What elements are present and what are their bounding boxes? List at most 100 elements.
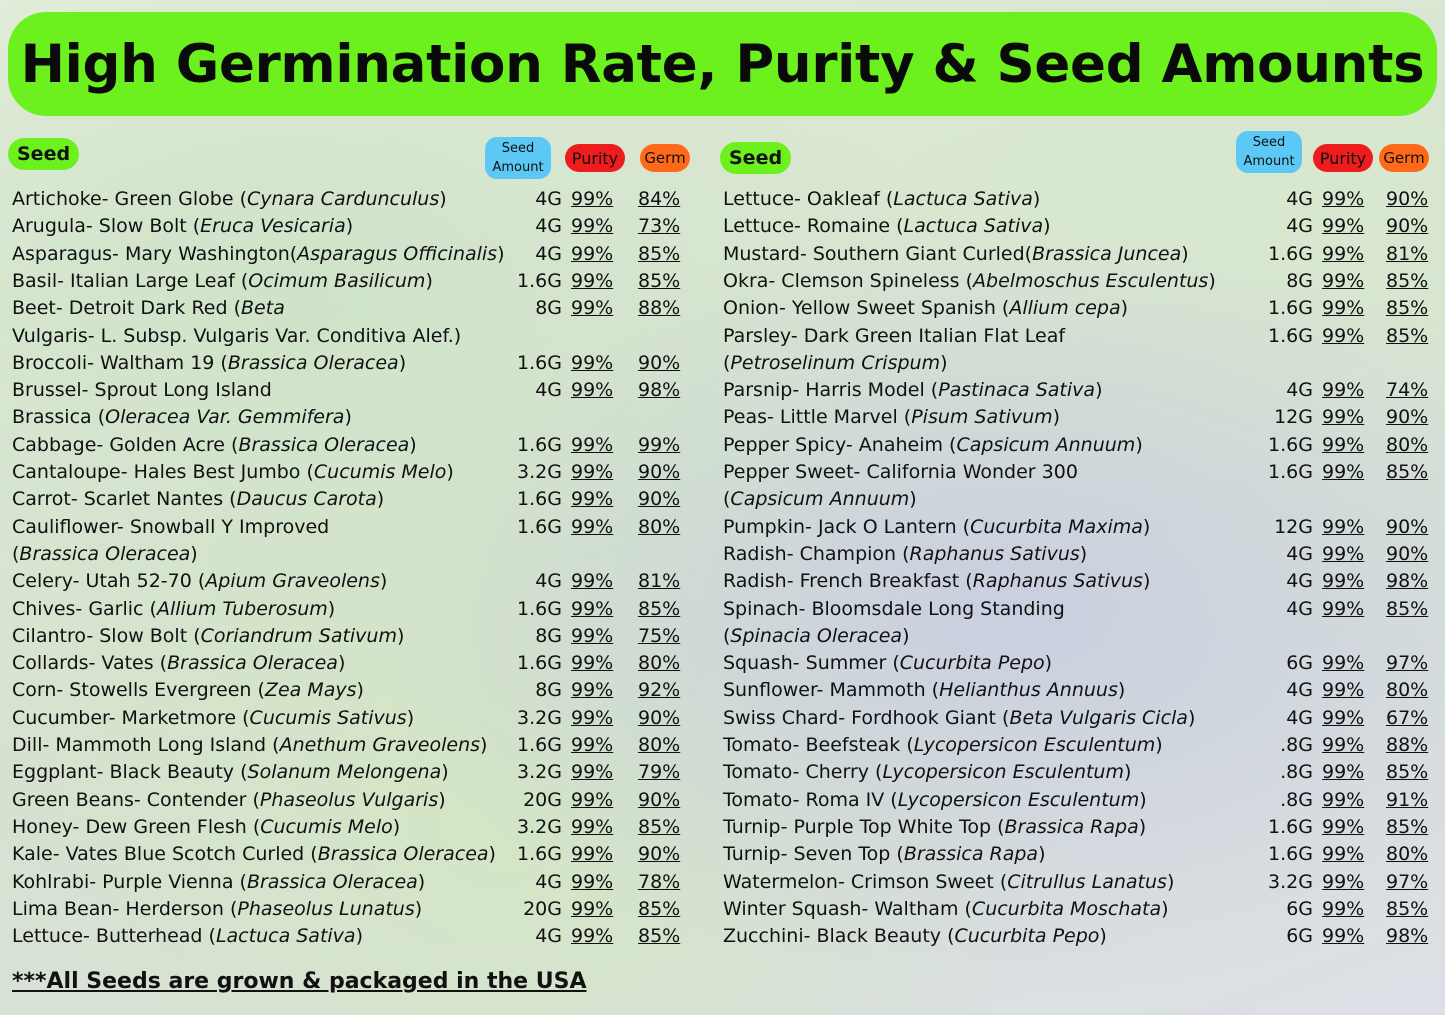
seed-name: Brussel- Sprout Long Island [12, 379, 272, 402]
seed-amount: .8G [1280, 761, 1313, 784]
seed-name: Celery- Utah 52-70 (Apium Graveolens) [12, 570, 388, 593]
seed-germ: 99% [638, 433, 681, 456]
seed-amount: 4G [535, 870, 562, 893]
seed-germ: 98% [638, 379, 681, 402]
seed-purity: 99% [1322, 652, 1365, 675]
seed-germ: 85% [1386, 815, 1429, 838]
seed-purity: 99% [571, 597, 614, 620]
seed-name: Turnip- Purple Top White Top (Brassica R… [723, 815, 1147, 838]
seed-amount-header-line2: Amount [492, 160, 544, 175]
seed-amount: 1.6G [517, 488, 562, 511]
seed-purity: 99% [571, 870, 614, 893]
seed-column-header: Seed [8, 138, 80, 170]
seed-name: Collards- Vates (Brassica Oleracea) [12, 652, 346, 675]
seed-name: Eggplant- Black Beauty (Solanum Melongen… [12, 761, 449, 784]
seed-amount: 1.6G [1268, 843, 1313, 866]
seed-purity: 99% [571, 788, 614, 811]
seed-germ: 90% [638, 488, 681, 511]
seed-name: Mustard- Southern Giant Curled(Brassica … [723, 242, 1189, 265]
seed-purity: 99% [571, 379, 614, 402]
seed-amount: 8G [535, 297, 562, 320]
seed-purity: 99% [571, 706, 614, 729]
seed-purity: 99% [1322, 925, 1365, 948]
seed-purity: 99% [571, 188, 614, 210]
seed-name: Vulgaris- L. Subsp. Vulgaris Var. Condit… [12, 324, 462, 347]
seed-name: Pumpkin- Jack O Lantern (Cucurbita Maxim… [723, 515, 1151, 538]
seed-name: Honey- Dew Green Flesh (Cucumis Melo) [12, 815, 401, 838]
seed-amount: 1.6G [517, 734, 562, 756]
seed-amount: 1.6G [1268, 297, 1313, 320]
seed-purity: 99% [1322, 406, 1365, 429]
seed-germ: 85% [1386, 324, 1429, 347]
seed-germ: 85% [1386, 461, 1429, 483]
seed-purity: 99% [571, 570, 614, 593]
seed-amount: 1.6G [1268, 324, 1313, 347]
seed-germ: 97% [1386, 652, 1429, 675]
seed-germ: 85% [638, 242, 681, 265]
seed-purity: 99% [571, 215, 614, 238]
page-title: High Germination Rate, Purity & Seed Amo… [8, 12, 1437, 116]
seed-purity: 99% [571, 761, 614, 784]
seed-amount-column-header: Seed Amount [1236, 131, 1302, 173]
seed-germ: 90% [638, 706, 681, 729]
seed-purity: 99% [1322, 870, 1365, 893]
seed-purity: 99% [571, 515, 614, 538]
seed-germ: 98% [1386, 925, 1429, 948]
seed-germ: 81% [1386, 242, 1429, 265]
seed-amount: 4G [535, 925, 562, 948]
seed-purity: 99% [571, 242, 614, 265]
seed-germ: 90% [638, 351, 681, 374]
seed-amount: 12G [1274, 515, 1313, 538]
seed-amount: 3.2G [517, 706, 562, 729]
seed-amount: 1.6G [517, 515, 562, 538]
seed-purity: 99% [571, 843, 614, 866]
seed-amount: 4G [535, 379, 562, 402]
seed-amount: 4G [1286, 215, 1313, 238]
seed-amount: 4G [1286, 570, 1313, 593]
seed-purity: 99% [1322, 897, 1365, 920]
seed-purity: 99% [571, 488, 614, 511]
seed-germ: 80% [638, 652, 681, 675]
seed-germ: 97% [1386, 870, 1429, 893]
seed-purity: 99% [1322, 679, 1365, 702]
seed-name: Artichoke- Green Globe (Cynara Carduncul… [12, 188, 447, 210]
seed-germ: 90% [638, 788, 681, 811]
seed-purity: 99% [571, 652, 614, 675]
purity-column-header: Purity [565, 144, 625, 172]
seed-amount: 1.6G [517, 433, 562, 456]
seed-germ: 85% [1386, 897, 1429, 920]
seed-purity: 99% [571, 297, 614, 320]
seed-column-header: Seed [720, 142, 792, 174]
seed-amount-header-line2: Amount [1243, 154, 1295, 169]
seed-purity: 99% [1322, 461, 1365, 483]
seed-amount: 3.2G [517, 815, 562, 838]
seed-amount: 12G [1274, 406, 1313, 429]
seed-amount: 1.6G [1268, 433, 1313, 456]
seed-name: Watermelon- Crimson Sweet (Citrullus Lan… [723, 870, 1175, 893]
seed-name: Turnip- Seven Top (Brassica Rapa) [723, 843, 1046, 866]
seed-purity: 99% [1322, 597, 1365, 620]
seed-purity: 99% [571, 351, 614, 374]
seed-name: Sunflower- Mammoth (Helianthus Annuus) [723, 679, 1126, 702]
seed-amount: .8G [1280, 788, 1313, 811]
seed-germ: 80% [1386, 679, 1429, 702]
seed-name: Radish- Champion (Raphanus Sativus) [723, 542, 1088, 565]
seed-name: Corn- Stowells Evergreen (Zea Mays) [12, 679, 364, 702]
seed-name: Carrot- Scarlet Nantes (Daucus Carota) [12, 488, 385, 511]
seed-name: Arugula- Slow Bolt (Eruca Vesicaria) [12, 215, 354, 238]
seed-amount: 4G [1286, 706, 1313, 729]
seed-name: Lettuce- Romaine (Lactuca Sativa) [723, 215, 1051, 238]
seed-name: Onion- Yellow Sweet Spanish (Allium cepa… [723, 297, 1129, 320]
seed-name: Dill- Mammoth Long Island (Anethum Grave… [12, 734, 488, 756]
seed-name: Spinach- Bloomsdale Long Standing [723, 597, 1065, 620]
seed-purity: 99% [571, 624, 614, 647]
seed-germ: 74% [1386, 379, 1429, 402]
seed-germ: 91% [1386, 788, 1429, 811]
seed-name: Zucchini- Black Beauty (Cucurbita Pepo) [723, 925, 1107, 948]
seed-amount: 3.2G [517, 761, 562, 784]
seed-germ: 73% [638, 215, 681, 238]
seed-name: Broccoli- Waltham 19 (Brassica Oleracea) [12, 351, 407, 374]
seed-purity: 99% [1322, 843, 1365, 866]
seed-name: Lima Bean- Herderson (Phaseolus Lunatus) [12, 897, 423, 920]
seed-germ: 84% [638, 188, 681, 210]
